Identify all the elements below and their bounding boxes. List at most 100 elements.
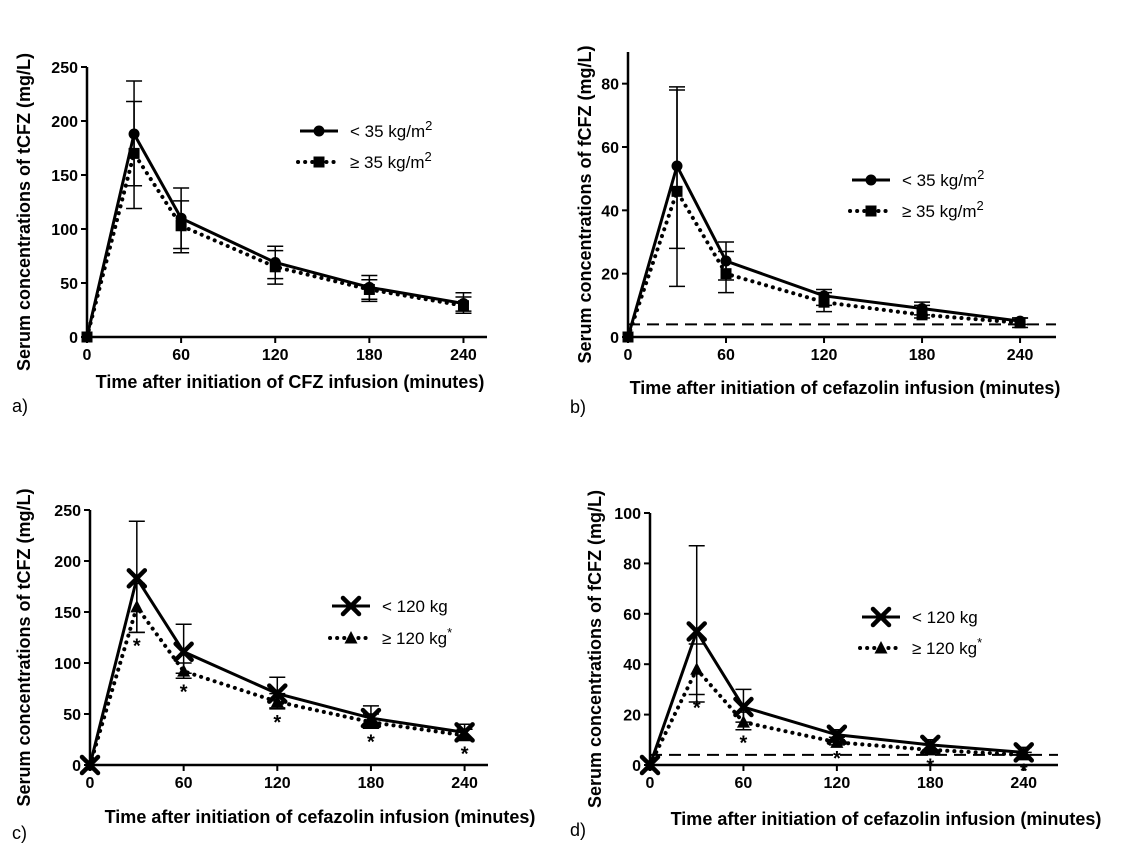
y-tick-label: 0	[69, 330, 78, 347]
series-line	[88, 602, 467, 767]
x-tick-label: 60	[172, 347, 190, 364]
legend-label: < 120 kg	[382, 597, 448, 616]
y-axis-label: Serum concentrations of tCFZ (mg/L)	[14, 488, 34, 806]
x-axis-label: Time after initiation of cefazolin infus…	[630, 378, 1061, 398]
x-axis-label: Time after initiation of CFZ infusion (m…	[96, 372, 485, 392]
data-point	[1014, 317, 1026, 329]
legend-superscript: 2	[425, 149, 432, 164]
x-tick-label: 180	[909, 347, 936, 364]
series-line	[648, 665, 1026, 767]
x-tick-label: 240	[1007, 347, 1034, 364]
y-tick-label: 0	[72, 758, 81, 775]
data-point	[458, 728, 472, 741]
y-tick-label: 200	[54, 554, 81, 571]
data-point	[364, 715, 378, 728]
y-tick-label: 20	[623, 708, 641, 725]
x-tick-label: 120	[824, 775, 851, 792]
y-tick-label: 150	[54, 605, 81, 622]
y-tick-label: 250	[51, 60, 78, 77]
chart-panel-1: 0 50 100 150 200 250 0 60 120 180 240 Serum concent…	[12, 53, 487, 416]
legend-marker	[865, 205, 877, 217]
data-point	[736, 715, 750, 728]
legend-superscript: *	[447, 625, 452, 640]
significance-star: *	[833, 748, 841, 770]
data-point	[826, 724, 848, 746]
x-tick-label: 0	[86, 775, 95, 792]
data-point	[622, 331, 634, 343]
data-point	[1017, 747, 1031, 761]
legend-marker	[874, 641, 888, 654]
series-2	[643, 643, 1032, 771]
y-tick-label: 80	[601, 77, 619, 94]
data-point	[81, 331, 93, 343]
x-axis-label: Time after initiation of cefazolin infus…	[105, 807, 536, 827]
data-point	[818, 296, 830, 308]
data-point	[916, 309, 928, 321]
legend-superscript: 2	[977, 198, 984, 213]
legend-marker	[313, 156, 325, 168]
series-2	[622, 89, 1029, 343]
panel-letter: c)	[12, 823, 27, 843]
data-point	[270, 694, 284, 708]
series-line	[85, 148, 466, 339]
data-point	[130, 599, 144, 613]
significance-star: *	[273, 712, 281, 734]
panel-letter: d)	[570, 820, 586, 840]
data-point	[363, 283, 375, 295]
y-tick-label: 60	[623, 607, 641, 624]
series-2	[81, 100, 472, 343]
legend-label: < 35 kg/m2	[350, 118, 432, 141]
y-tick-label: 50	[63, 707, 81, 724]
x-tick-label: 60	[175, 775, 193, 792]
y-tick-label: 250	[54, 503, 81, 520]
significance-star: *	[180, 681, 188, 703]
legend-superscript: *	[977, 635, 982, 650]
significance-star: *	[740, 733, 748, 755]
x-tick-label: 180	[917, 775, 944, 792]
x-tick-label: 180	[356, 347, 383, 364]
y-tick-label: 40	[623, 657, 641, 674]
legend: < 120 kg ≥ 120 kg*	[328, 595, 452, 648]
data-point	[720, 268, 732, 280]
panel-letter: b)	[570, 397, 586, 417]
significance-star: *	[1020, 760, 1028, 782]
legend: < 35 kg/m2 ≥ 35 kg/m2	[848, 167, 984, 221]
y-tick-label: 50	[60, 276, 78, 293]
y-tick-label: 40	[601, 203, 619, 220]
y-tick-label: 100	[51, 222, 78, 239]
series-line	[626, 161, 1021, 338]
y-tick-label: 80	[623, 556, 641, 573]
legend-label: < 35 kg/m2	[902, 167, 984, 190]
legend-label: ≥ 35 kg/m2	[350, 149, 432, 172]
legend-marker	[870, 606, 892, 628]
y-tick-label: 200	[51, 114, 78, 131]
significance-star: *	[461, 744, 469, 766]
data-point	[173, 641, 194, 663]
panel-letter: a)	[12, 396, 28, 416]
chart-panel-3: 0 50 100 150 200 250 0 60 120 180 240 Serum concent…	[12, 488, 535, 843]
x-tick-label: 240	[450, 347, 477, 364]
x-tick-label: 120	[264, 775, 291, 792]
data-point	[177, 664, 191, 677]
y-tick-label: 0	[610, 330, 619, 347]
x-tick-label: 0	[83, 347, 92, 364]
legend-marker	[865, 174, 877, 186]
legend-superscript: 2	[425, 118, 432, 133]
x-tick-label: 0	[624, 347, 633, 364]
x-tick-label: 120	[262, 347, 289, 364]
data-point	[128, 147, 140, 159]
y-axis-label: Serum concentrations of fCFZ (mg/L)	[575, 45, 595, 363]
x-tick-label: 0	[646, 775, 655, 792]
legend-label: ≥ 120 kg*	[912, 635, 982, 658]
legend-label: ≥ 35 kg/m2	[902, 198, 984, 221]
legend: < 120 kg ≥ 120 kg*	[858, 606, 982, 658]
series-line	[648, 627, 1024, 766]
data-point	[690, 662, 704, 675]
y-tick-label: 20	[601, 267, 619, 284]
x-tick-label: 60	[735, 775, 753, 792]
legend-label: ≥ 120 kg*	[382, 625, 452, 648]
legend-marker	[340, 595, 362, 617]
data-point	[269, 261, 281, 273]
data-point	[830, 735, 844, 748]
